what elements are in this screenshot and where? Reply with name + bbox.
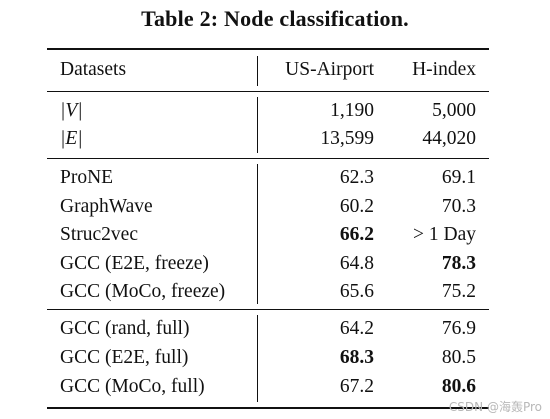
table-row: |V| 1,190 5,000 xyxy=(47,97,489,125)
table-row: GCC (MoCo, freeze) 65.6 75.2 xyxy=(47,278,489,306)
h-index-value: 80.5 xyxy=(441,347,476,368)
header-h-index: H-index xyxy=(412,59,476,80)
column-separator xyxy=(257,315,258,402)
top-rule xyxy=(47,48,489,50)
us-airport-value: 64.8 xyxy=(339,252,374,274)
h-index-value: 44,020 xyxy=(422,128,476,149)
column-separator xyxy=(257,56,258,86)
stats-rule xyxy=(47,158,489,159)
column-separator xyxy=(257,97,258,153)
table-row: Struc2vec 66.2 > 1 Day xyxy=(47,221,489,249)
header-datasets: Datasets xyxy=(60,59,127,80)
us-airport-value: 60.2 xyxy=(339,195,374,217)
table-row: GCC (MoCo, full) 67.2 80.6 xyxy=(47,373,489,401)
row-label: Struc2vec xyxy=(60,224,138,245)
row-label: GCC (E2E, freeze) xyxy=(60,252,209,274)
table-row: GCC (E2E, freeze) 64.8 78.3 xyxy=(47,250,489,278)
table-row: GCC (E2E, full) 68.3 80.5 xyxy=(47,344,489,372)
header-us-airport: US-Airport xyxy=(285,59,374,80)
row-label: ProNE xyxy=(60,167,114,188)
row-label: GraphWave xyxy=(60,195,153,217)
table-header-row: Datasets US-Airport H-index xyxy=(47,56,489,84)
watermark: CSDN @海轰Pro xyxy=(448,400,542,414)
table-row: ProNE 62.3 69.1 xyxy=(47,164,489,192)
us-airport-value: 66.2 xyxy=(339,224,374,245)
table-row: GCC (rand, full) 64.2 76.9 xyxy=(47,315,489,343)
h-index-value: 5,000 xyxy=(432,100,476,121)
us-airport-value: 13,599 xyxy=(320,128,374,149)
header-rule xyxy=(47,91,489,92)
h-index-value: > 1 Day xyxy=(413,224,476,245)
table-row: |E| 13,599 44,020 xyxy=(47,125,489,153)
row-label: GCC (E2E, full) xyxy=(60,347,189,368)
group-rule xyxy=(47,309,489,310)
row-label: GCC (MoCo, full) xyxy=(60,376,205,397)
table-caption: Table 2: Node classification. xyxy=(141,6,409,31)
us-airport-value: 64.2 xyxy=(339,318,374,339)
us-airport-value: 1,190 xyxy=(330,100,374,121)
row-label: GCC (rand, full) xyxy=(60,318,190,339)
row-label: GCC (MoCo, freeze) xyxy=(60,281,226,302)
h-index-value: 78.3 xyxy=(441,252,476,274)
column-separator xyxy=(257,164,258,304)
h-index-value: 70.3 xyxy=(441,195,476,217)
us-airport-value: 67.2 xyxy=(339,376,374,397)
bottom-rule xyxy=(47,407,489,409)
us-airport-value: 65.6 xyxy=(339,281,374,302)
h-index-value: 69.1 xyxy=(441,167,476,188)
row-label: |E| xyxy=(60,128,83,149)
table-row: GraphWave 60.2 70.3 xyxy=(47,193,489,221)
h-index-value: 80.6 xyxy=(441,376,476,397)
row-label: |V| xyxy=(60,100,83,121)
h-index-value: 76.9 xyxy=(441,318,476,339)
h-index-value: 75.2 xyxy=(441,281,476,302)
node-classification-table: Datasets US-Airport H-index |V| 1,190 5,… xyxy=(47,0,489,419)
us-airport-value: 68.3 xyxy=(339,347,374,368)
us-airport-value: 62.3 xyxy=(339,167,374,188)
